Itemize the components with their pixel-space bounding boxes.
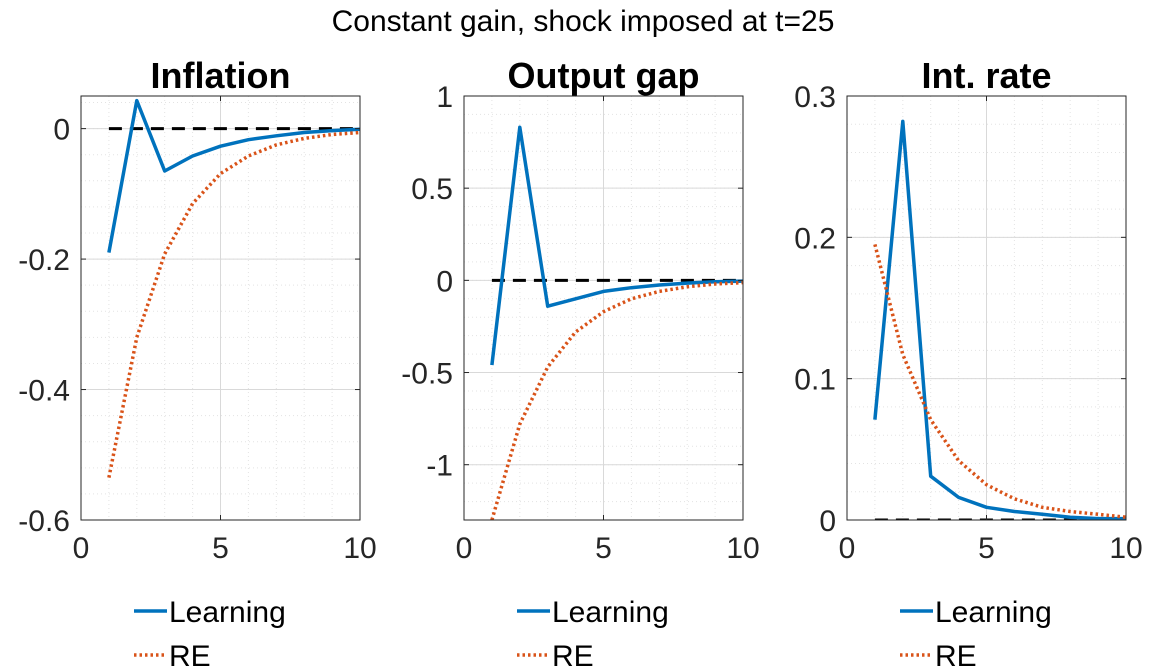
y-tick-label: 0 [436,265,453,298]
legend: Learning RE [900,596,1052,668]
y-tick-label: 0.1 [794,364,836,397]
figure-title: Constant gain, shock imposed at t=25 [332,5,835,38]
y-tick-label: 1 [436,81,453,114]
tick-marks [80,96,361,521]
legend-label-learning: Learning [169,596,286,629]
legend-label-re: RE [935,640,977,668]
x-tick-label: 0 [839,532,856,565]
x-tick-label: 10 [726,532,759,565]
x-tick-label: 0 [73,532,90,565]
tick-marks [846,95,1127,521]
legend-label-learning: Learning [935,596,1052,629]
y-tick-label: 0.2 [794,222,836,255]
x-tick-label: 5 [595,532,612,565]
y-tick-label: -0.5 [401,358,453,391]
chart-panel-1: 0 5 10 -0.6 -0.4 -0.2 0 Inflation Learning RE [18,55,376,668]
tick-marks [463,95,744,520]
x-tick-label: 0 [456,532,473,565]
y-tick-label: -0.4 [18,375,70,408]
series-line-learning [873,119,1126,520]
chart-panel-3: 0 5 10 0 0.1 0.2 0.3 Int. rate Learning RE [794,55,1142,668]
legend-label-re: RE [552,640,594,668]
y-tick-label: 0 [819,505,836,538]
legend: Learning RE [517,596,669,668]
chart-title: Int. rate [921,55,1051,96]
y-tick-label: -0.2 [18,244,70,277]
x-tick-label: 10 [343,532,376,565]
legend-label-learning: Learning [552,596,669,629]
chart-panel-2: 0 5 10 -1 -0.5 0 0.5 1 Output gap Learning RE [401,55,759,668]
chart-title: Inflation [151,55,291,96]
series-line-re [107,130,360,478]
x-tick-label: 5 [212,532,229,565]
chart-title: Output gap [508,55,700,96]
series-line-learning [490,125,743,366]
y-tick-label: 0.3 [794,81,836,114]
legend-label-re: RE [169,640,211,668]
y-tick-label: 0.5 [411,173,453,206]
series-line-re [873,243,1126,519]
x-tick-label: 10 [1109,532,1142,565]
y-tick-label: -0.6 [18,505,70,538]
legend: Learning RE [134,596,286,668]
y-tick-label: -1 [426,450,453,483]
y-tick-label: 0 [53,114,70,147]
x-tick-label: 5 [978,532,995,565]
series-line-learning [107,98,360,253]
